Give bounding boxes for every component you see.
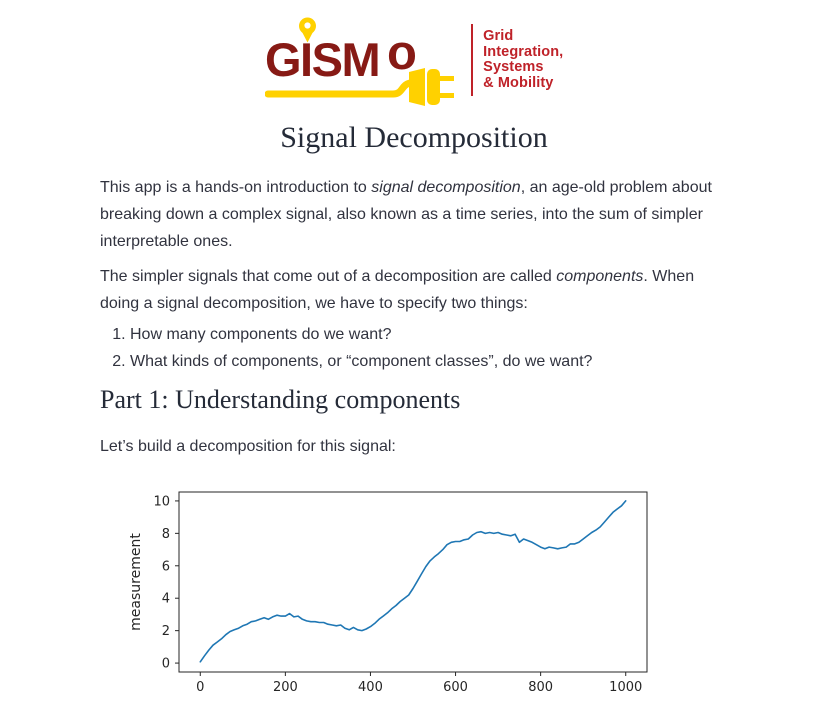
tagline-line: & Mobility [483,74,554,91]
y-tick-label: 0 [162,657,170,672]
power-plug-icon [408,68,454,106]
y-axis-label: measurement [128,533,144,631]
plot-border [178,491,648,673]
list-item: How many components do we want? [130,321,728,348]
logo-divider [470,24,474,96]
y-tick-label: 8 [162,527,170,542]
y-tick-label: 6 [162,559,170,574]
page-title: Signal Decomposition [280,121,548,154]
signal-figure: 0 200 400 600 800 1000 0 2 4 6 8 10 measurement [100,477,728,715]
location-pin-icon [298,17,316,43]
intro-paragraph: This app is a hands-on introduction to s… [100,179,712,250]
tagline-line: Grid [483,28,514,44]
logo-wordmark-o: o [387,26,416,80]
tagline-line: Integration, [483,43,564,60]
main-content: GISM o Grid Integration, Systems & Mobil… [100,14,728,715]
power-cable-graphic [264,79,414,98]
list-item: What kinds of components, or “component … [130,348,728,375]
y-tick-label: 2 [162,624,170,639]
app-page: { "logo": { "wordmark": "GISM", "wordmar… [0,14,828,702]
part1-heading: Part 1: Understanding components [100,385,461,414]
logo-wordmark-text: GISM [265,33,379,86]
part1-intro: Let’s build a decomposition for this sig… [100,438,396,455]
gismo-logo: GISM o Grid Integration, Systems & Mobil… [100,14,728,106]
tagline-line: Systems [483,59,544,75]
signal-line [199,500,627,663]
components-paragraph: The simpler signals that come out of a d… [100,268,695,312]
spec-list: How many components do we want? What kin… [100,321,728,375]
gismo-wordmark-graphic: GISM o [264,17,454,106]
logo-tagline: Grid Integration, Systems & Mobility [483,28,564,91]
y-tick-label: 4 [162,592,170,607]
y-tick-label: 10 [153,494,170,509]
